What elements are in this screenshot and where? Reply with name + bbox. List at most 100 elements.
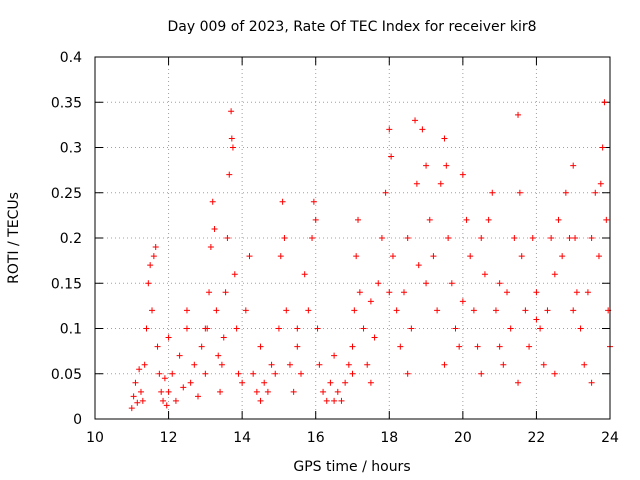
x-tick-label: 18 xyxy=(380,430,398,446)
data-point xyxy=(152,244,159,251)
data-point xyxy=(540,361,547,368)
data-point xyxy=(382,189,389,196)
data-point xyxy=(452,325,459,332)
data-point xyxy=(229,144,236,151)
data-point xyxy=(404,235,411,241)
data-point xyxy=(364,361,371,368)
data-point xyxy=(478,235,485,241)
data-point xyxy=(597,180,604,187)
y-tick-label: 0.4 xyxy=(60,50,82,66)
data-point xyxy=(331,352,338,359)
data-point xyxy=(261,379,268,386)
data-point xyxy=(137,388,144,395)
data-point xyxy=(242,307,249,314)
data-point xyxy=(570,307,577,314)
data-point xyxy=(281,235,288,241)
x-tick-label: 14 xyxy=(233,430,251,446)
data-point xyxy=(572,235,579,241)
y-axis-ticks: 0 0.05 0.1 0.15 0.2 0.25 0.3 0.35 0.4 xyxy=(51,50,610,428)
data-point xyxy=(533,316,540,323)
data-point xyxy=(412,117,419,124)
data-point xyxy=(224,235,231,241)
data-point xyxy=(130,393,137,400)
data-point xyxy=(220,334,227,341)
data-point xyxy=(228,108,235,115)
data-point xyxy=(371,334,378,341)
data-point xyxy=(213,307,220,314)
data-point xyxy=(202,325,209,332)
data-point xyxy=(492,307,499,314)
data-point xyxy=(215,352,222,359)
data-point xyxy=(573,289,580,296)
data-point xyxy=(349,343,356,350)
data-point xyxy=(522,307,529,314)
data-point xyxy=(158,388,165,395)
x-tick-label: 24 xyxy=(601,430,619,446)
data-point xyxy=(408,325,415,332)
data-point xyxy=(441,135,448,142)
data-point xyxy=(187,379,194,386)
data-point xyxy=(253,388,260,395)
data-point xyxy=(207,244,214,251)
x-tick-label: 20 xyxy=(454,430,472,446)
data-point xyxy=(209,198,216,205)
data-point xyxy=(595,253,602,260)
data-point xyxy=(592,189,599,196)
data-point xyxy=(294,325,301,332)
data-point xyxy=(226,171,233,178)
data-point xyxy=(257,343,264,350)
data-point xyxy=(577,325,584,332)
data-point xyxy=(202,370,209,377)
data-point xyxy=(327,379,334,386)
data-point xyxy=(305,307,312,314)
data-point xyxy=(128,405,135,412)
data-point xyxy=(548,235,555,241)
data-point xyxy=(533,289,540,296)
data-point xyxy=(154,343,161,350)
data-point xyxy=(588,235,595,241)
y-tick-label: 0.15 xyxy=(51,276,82,292)
data-point xyxy=(478,370,485,377)
data-point xyxy=(551,370,558,377)
y-tick-label: 0.35 xyxy=(51,95,82,111)
data-point xyxy=(239,379,246,386)
data-point xyxy=(397,343,404,350)
y-tick-label: 0.1 xyxy=(60,322,82,338)
data-point xyxy=(378,235,385,241)
data-point xyxy=(423,162,430,169)
data-point xyxy=(353,253,360,260)
data-point xyxy=(529,235,536,241)
data-point xyxy=(198,343,205,350)
data-point xyxy=(150,253,157,260)
data-point xyxy=(404,370,411,377)
data-point xyxy=(172,397,179,404)
data-point xyxy=(163,402,170,409)
data-point xyxy=(132,379,139,386)
plot-frame xyxy=(94,56,611,420)
data-point xyxy=(518,253,525,260)
data-point xyxy=(176,352,183,359)
data-point xyxy=(279,198,286,205)
data-point xyxy=(386,289,393,296)
grid-lines xyxy=(95,57,610,419)
data-point xyxy=(401,289,407,296)
data-point xyxy=(515,111,522,118)
data-point xyxy=(559,253,566,260)
data-point xyxy=(191,361,198,368)
data-point xyxy=(160,397,167,404)
data-point xyxy=(470,307,477,314)
data-point xyxy=(312,216,319,223)
data-point xyxy=(500,361,507,368)
data-point xyxy=(141,361,148,368)
data-point xyxy=(515,379,522,386)
data-point xyxy=(413,180,420,187)
data-point xyxy=(367,379,374,386)
data-point xyxy=(161,375,168,382)
x-tick-label: 16 xyxy=(307,430,325,446)
data-point xyxy=(351,307,358,314)
data-point xyxy=(434,307,441,314)
data-point xyxy=(275,325,282,332)
data-point xyxy=(206,289,213,296)
data-point xyxy=(489,189,496,196)
